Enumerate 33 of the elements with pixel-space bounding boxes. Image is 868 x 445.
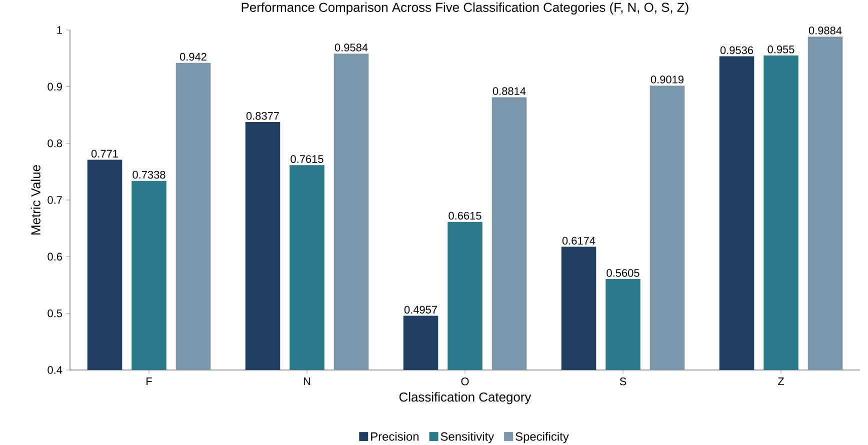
data-label: 0.4957 <box>404 306 437 314</box>
legend-label: Specificity <box>516 432 569 444</box>
data-label: 0.942 <box>180 52 206 61</box>
y-tick-label: 0.6 <box>48 252 62 261</box>
legend-label: Sensitivity <box>440 432 494 444</box>
y-tick-label: 0.9 <box>48 82 62 91</box>
data-label: 0.8377 <box>246 112 279 120</box>
y-tick-label: 1 <box>57 26 62 34</box>
data-label: 0.9584 <box>334 44 368 52</box>
data-label: 0.771 <box>91 150 118 158</box>
y-tick-label: 0.5 <box>48 309 62 318</box>
data-label: 0.5605 <box>606 269 640 277</box>
x-axis-title: Classification Category <box>399 392 532 404</box>
data-label: 0.955 <box>768 46 794 54</box>
chart-title: Performance Comparison Across Five Classification Categories (F, N, O, S, Z) <box>242 2 688 14</box>
x-tick-label: S <box>620 378 626 386</box>
data-label: 0.6615 <box>448 212 482 220</box>
x-tick-label: Z <box>778 378 784 386</box>
data-label: 0.7615 <box>290 155 324 163</box>
data-label: 0.9019 <box>650 76 684 84</box>
y-tick-label: 0.8 <box>48 139 62 148</box>
x-tick-label: N <box>304 378 310 386</box>
x-tick-label: O <box>461 378 469 386</box>
y-tick-label: 0.7 <box>48 196 62 204</box>
y-axis-title: Metric Value <box>30 165 40 234</box>
legend-label: Precision <box>371 432 419 441</box>
y-tick-label: 0.4 <box>48 366 62 374</box>
data-label: 0.7338 <box>132 170 166 179</box>
data-label: 0.6174 <box>562 236 596 245</box>
data-label: 0.9884 <box>808 26 842 34</box>
data-label: 0.8814 <box>492 87 526 96</box>
data-label: 0.9536 <box>720 46 754 54</box>
x-tick-label: F <box>146 378 152 386</box>
